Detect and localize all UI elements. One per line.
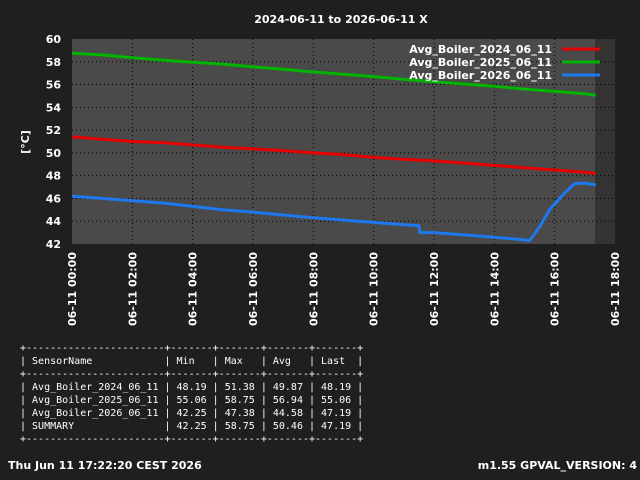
legend-label: Avg_Boiler_2026_06_11 <box>409 69 552 82</box>
y-tick-label: 60 <box>46 33 62 46</box>
footer-version: m1.55 GPVAL_VERSION: 4 <box>477 459 637 472</box>
y-tick-label: 56 <box>46 79 62 92</box>
x-axis-ticks: 06-11 00:00 06-11 02:00 06-11 04:00 06-11 0… <box>66 252 622 326</box>
table-row: | Avg_Boiler_2025_06_11 | 55.06 | 58.75 … <box>20 395 364 406</box>
y-tick-label: 52 <box>46 124 61 137</box>
y-tick-label: 58 <box>46 56 61 69</box>
series-line <box>71 51 597 97</box>
x-tick-label: 06-11 18:00 <box>609 252 622 326</box>
series-lines <box>71 51 597 243</box>
y-tick-label: 44 <box>46 215 62 228</box>
table-border-bottom: +-----------------------+-------+-------… <box>20 434 364 445</box>
y-axis-ticks: 42 44 46 48 50 52 54 56 58 60 <box>46 33 62 251</box>
x-tick-label: 06-11 16:00 <box>549 252 562 326</box>
y-tick-label: 48 <box>46 170 61 183</box>
y-axis-label: [°C] <box>19 130 32 154</box>
x-tick-label: 06-11 00:00 <box>66 252 79 326</box>
legend-label: Avg_Boiler_2025_06_11 <box>409 56 552 69</box>
x-tick-label: 06-11 06:00 <box>247 252 260 326</box>
table-border-top: +-----------------------+-------+-------… <box>20 343 364 354</box>
table-row: | Avg_Boiler_2024_06_11 | 48.19 | 51.38 … <box>20 382 364 393</box>
legend: Avg_Boiler_2024_06_11Avg_Boiler_2025_06_… <box>409 43 600 82</box>
series-line <box>71 135 597 175</box>
y-tick-label: 54 <box>46 101 62 114</box>
x-tick-label: 06-11 14:00 <box>488 252 501 326</box>
x-tick-label: 06-11 04:00 <box>187 252 200 326</box>
statistics-table: +-----------------------+-------+-------… <box>20 342 363 446</box>
table-header-row: | SensorName | Min | Max | Avg | Last | <box>20 356 364 367</box>
grid-lines <box>72 39 615 244</box>
chart-title: 2024-06-11 to 2026-06-11 X <box>254 13 428 26</box>
table-row-summary: | SUMMARY | 42.25 | 58.75 | 50.46 | 47.1… <box>20 421 364 432</box>
series-line <box>71 181 597 243</box>
x-tick-label: 06-11 02:00 <box>126 252 139 326</box>
y-tick-label: 50 <box>46 147 62 160</box>
table-border-header: +-----------------------+-------+-------… <box>20 369 364 380</box>
x-tick-label: 06-11 08:00 <box>307 252 320 326</box>
y-tick-label: 42 <box>46 238 61 251</box>
future-time-region <box>595 39 615 244</box>
legend-label: Avg_Boiler_2024_06_11 <box>409 43 552 56</box>
y-tick-label: 46 <box>46 192 62 205</box>
x-tick-label: 06-11 10:00 <box>368 252 381 326</box>
x-tick-label: 06-11 12:00 <box>428 252 441 326</box>
table-row: | Avg_Boiler_2026_06_11 | 42.25 | 47.38 … <box>20 408 364 419</box>
footer-timestamp: Thu Jun 11 17:22:20 CEST 2026 <box>8 459 202 472</box>
